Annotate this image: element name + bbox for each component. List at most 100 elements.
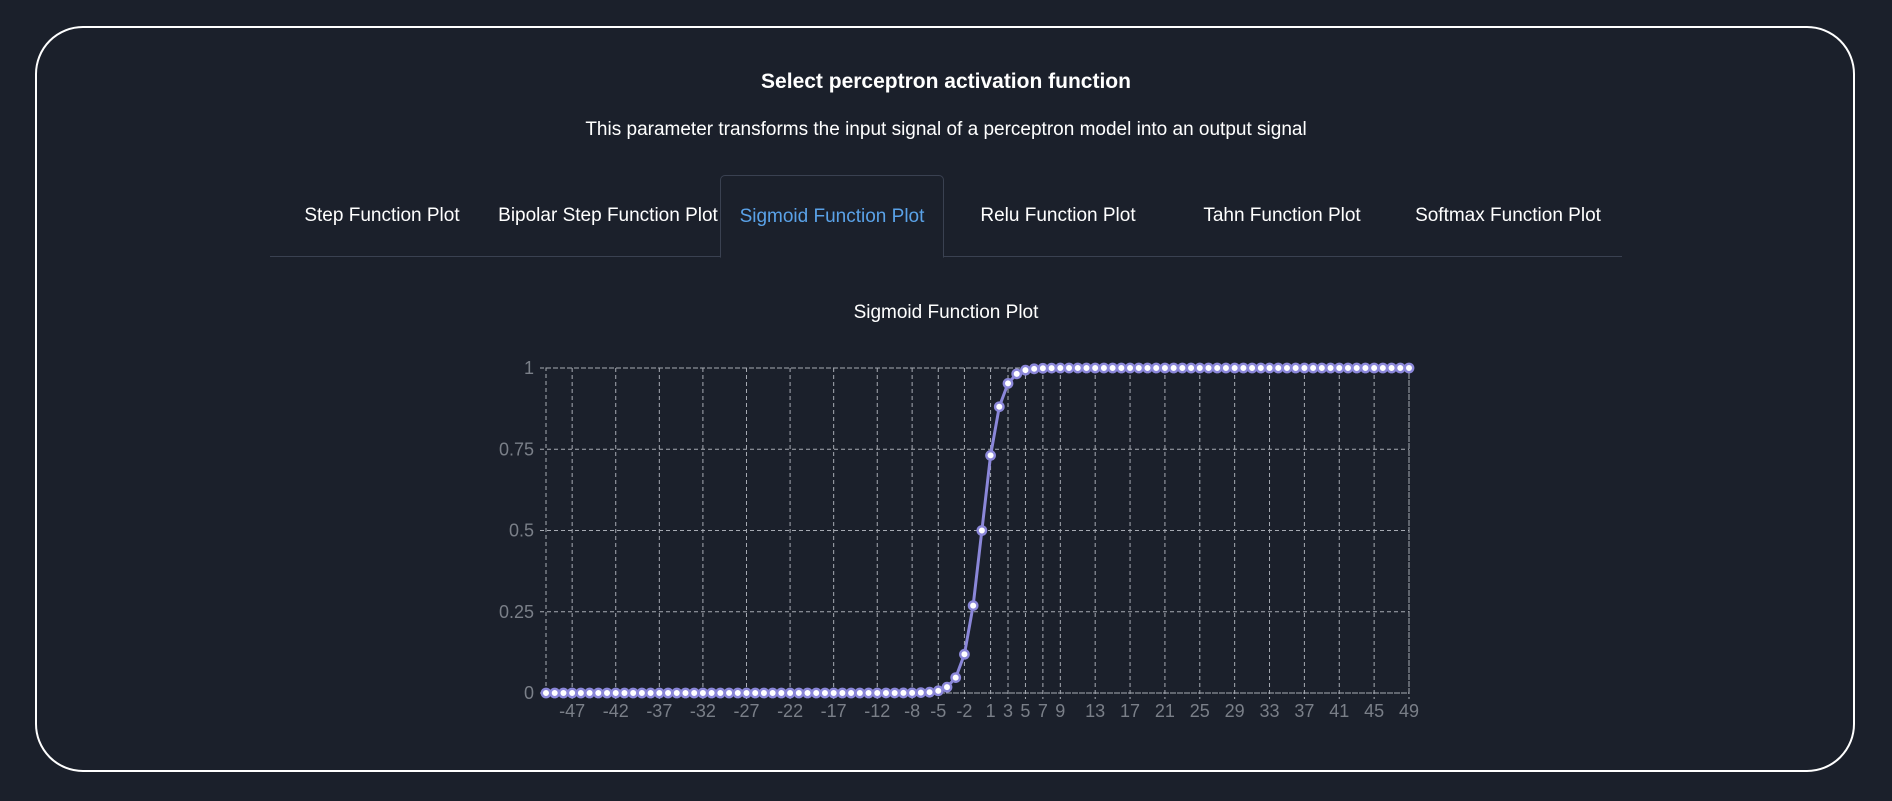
data-point [1194, 362, 1206, 374]
data-point [688, 687, 700, 699]
data-point [1403, 362, 1415, 374]
data-point [1360, 362, 1371, 374]
data-point [924, 686, 935, 698]
data-point [1046, 362, 1057, 374]
tab-tahn-function[interactable]: Tahn Function Plot [1203, 205, 1361, 226]
data-point [1220, 362, 1232, 374]
data-point [802, 687, 813, 699]
data-point [898, 687, 909, 699]
data-point [706, 687, 718, 699]
x-tick-label: -5 [930, 701, 946, 721]
y-tick-label: 0.5 [509, 521, 534, 541]
page-title: Select perceptron activation function [761, 70, 1131, 93]
data-point [1133, 362, 1145, 374]
data-point [906, 687, 918, 699]
data-point [1081, 362, 1092, 374]
x-tick-label: -8 [904, 701, 920, 721]
data-point [1290, 362, 1302, 374]
data-point [1037, 362, 1049, 374]
data-point [1142, 362, 1153, 374]
data-point [714, 687, 726, 699]
data-point [636, 687, 648, 699]
x-tick-label: -2 [956, 701, 972, 721]
data-point [845, 687, 857, 699]
tab-sigmoid-function[interactable]: Sigmoid Function Plot [720, 175, 944, 258]
data-point [836, 687, 848, 699]
data-point [697, 687, 709, 699]
data-point [662, 687, 674, 699]
data-point [1237, 362, 1249, 374]
data-point [1255, 362, 1267, 374]
data-point [1377, 362, 1389, 374]
data-point [1063, 362, 1075, 374]
x-tick-label: -42 [603, 701, 629, 721]
x-tick-label: 5 [1020, 701, 1030, 721]
x-tick-label: -47 [559, 701, 585, 721]
data-point [784, 687, 796, 699]
data-point [1342, 362, 1354, 374]
data-point [1020, 364, 1031, 376]
data-point [976, 525, 988, 536]
x-tick-label: 17 [1120, 701, 1140, 721]
y-tick-label: 0.75 [499, 439, 534, 459]
data-point [1386, 362, 1397, 374]
y-tick-label: 0 [524, 683, 534, 703]
data-point [1002, 378, 1014, 389]
x-tick-label: -37 [646, 701, 672, 721]
tab-softmax-function[interactable]: Softmax Function Plot [1415, 205, 1601, 226]
data-point [941, 681, 953, 693]
x-tick-label: 45 [1364, 701, 1384, 721]
data-point [1124, 362, 1136, 374]
activation-function-card [35, 26, 1855, 772]
data-point [1115, 362, 1127, 374]
data-point [758, 687, 770, 699]
data-point [1368, 362, 1380, 374]
data-point [1272, 362, 1284, 374]
data-point [1307, 362, 1319, 374]
data-point [680, 687, 691, 699]
activation-tabs: Step Function Plot Bipolar Step Function… [270, 175, 1622, 258]
data-point [959, 648, 970, 660]
data-point [1098, 362, 1110, 374]
data-point [610, 687, 622, 699]
x-tick-label: -32 [690, 701, 716, 721]
data-point [1176, 362, 1188, 374]
data-point [540, 687, 552, 699]
x-tick-label: 3 [1003, 701, 1013, 721]
x-tick-label: 7 [1038, 701, 1048, 721]
data-point [1264, 362, 1275, 374]
tab-bipolar-step-function[interactable]: Bipolar Step Function Plot [498, 205, 718, 226]
y-tick-label: 1 [524, 358, 534, 378]
data-point [985, 449, 996, 461]
data-point [871, 687, 883, 699]
data-point [880, 687, 892, 699]
data-point [1185, 362, 1197, 374]
data-point [1168, 362, 1180, 374]
data-point [1107, 362, 1119, 374]
data-point [749, 687, 761, 699]
data-point [627, 687, 639, 699]
tab-relu-function[interactable]: Relu Function Plot [980, 205, 1136, 226]
data-point [1325, 362, 1336, 374]
data-point [1298, 362, 1310, 374]
data-point [741, 687, 752, 699]
data-point [592, 687, 604, 699]
x-tick-label: 29 [1225, 701, 1245, 721]
x-tick-label: -27 [733, 701, 759, 721]
data-point [1150, 362, 1162, 374]
data-point [549, 687, 561, 699]
data-point [819, 687, 831, 699]
data-point [1159, 362, 1171, 374]
data-point [932, 685, 944, 697]
data-point [1072, 362, 1084, 374]
data-point [645, 687, 657, 699]
tab-step-function[interactable]: Step Function Plot [304, 205, 460, 226]
data-point [915, 687, 927, 699]
data-point [1089, 362, 1101, 374]
x-tick-label: -17 [821, 701, 847, 721]
data-point [1203, 362, 1214, 374]
data-point [601, 687, 613, 699]
x-tick-label: 41 [1329, 701, 1349, 721]
data-point [863, 687, 874, 699]
